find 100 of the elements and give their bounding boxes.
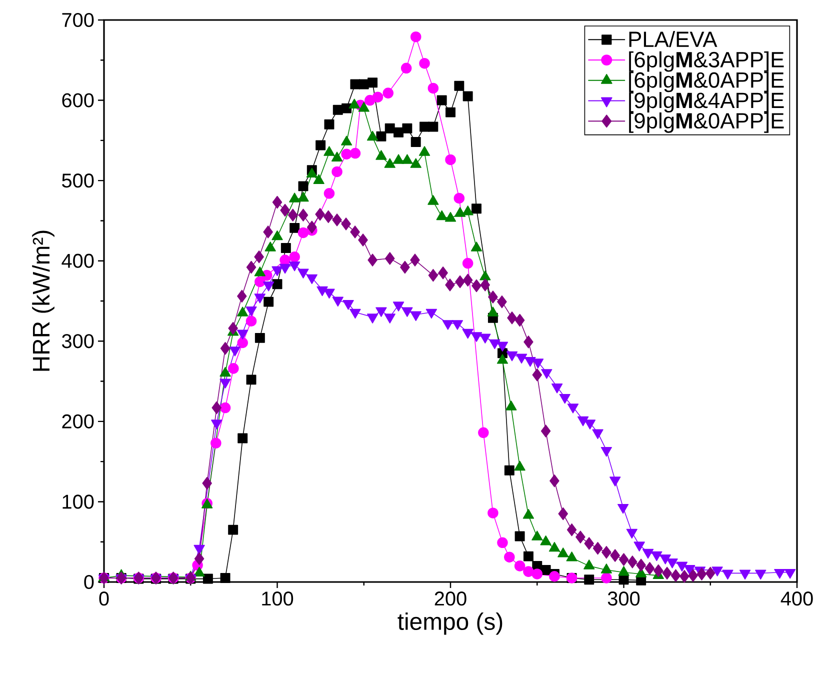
point	[228, 363, 239, 374]
y-tick-label: 200	[62, 414, 94, 428]
point	[462, 91, 473, 102]
point	[428, 195, 439, 205]
point	[254, 266, 266, 276]
point	[280, 243, 291, 253]
point	[549, 571, 560, 582]
point	[419, 58, 430, 69]
y-tick-label: 100	[62, 494, 94, 509]
point	[400, 62, 412, 74]
point	[454, 192, 465, 204]
point	[306, 168, 318, 178]
point	[298, 192, 309, 202]
point	[313, 174, 324, 184]
point	[272, 230, 283, 240]
y-tick-label: 400	[62, 254, 94, 268]
point	[584, 574, 594, 585]
point	[264, 296, 274, 307]
point	[514, 460, 526, 471]
point	[289, 251, 300, 262]
point	[532, 530, 543, 540]
point	[384, 123, 395, 134]
point	[488, 508, 498, 518]
x-tick-label: 400	[780, 592, 813, 606]
point	[402, 154, 413, 164]
point	[340, 136, 352, 146]
point	[264, 242, 276, 252]
point	[548, 542, 560, 552]
point	[394, 127, 404, 138]
point	[350, 148, 361, 159]
point	[410, 31, 422, 42]
point	[290, 222, 300, 233]
point	[506, 400, 517, 410]
point	[428, 82, 439, 94]
point	[342, 103, 352, 114]
point	[220, 366, 231, 377]
y-tick-label: 0	[84, 574, 94, 590]
point	[497, 537, 508, 548]
point	[514, 560, 526, 572]
point	[348, 98, 360, 108]
point	[368, 78, 378, 88]
point	[584, 560, 595, 570]
point	[298, 181, 308, 192]
legend-label: [9plgM&0APP]E	[629, 112, 784, 133]
point	[514, 531, 525, 542]
point	[298, 227, 309, 238]
point	[446, 107, 456, 118]
point	[238, 433, 248, 444]
point	[280, 254, 290, 266]
y-tick-label: 600	[62, 93, 94, 108]
y-axis-title: HRR (kW/m²)	[32, 230, 54, 371]
point	[522, 508, 534, 519]
point	[436, 95, 447, 106]
point	[210, 438, 222, 448]
point	[324, 119, 334, 130]
point	[487, 306, 499, 316]
point	[618, 566, 630, 576]
point	[366, 130, 378, 141]
point	[540, 535, 552, 546]
point	[358, 102, 370, 112]
point	[392, 154, 404, 164]
point	[289, 192, 300, 202]
point	[601, 572, 612, 584]
point	[316, 140, 326, 150]
point	[428, 122, 438, 132]
point	[496, 354, 508, 364]
point	[254, 276, 266, 288]
point	[237, 306, 248, 316]
point	[480, 270, 491, 280]
point	[376, 150, 387, 160]
point	[504, 552, 515, 562]
legend-label: [6plgM&3APP]E	[629, 51, 784, 72]
legend-label: [6plgM&0APP]E	[629, 72, 784, 92]
point	[324, 188, 335, 199]
point	[454, 207, 466, 217]
point	[350, 79, 360, 90]
point	[382, 88, 394, 98]
point	[220, 402, 231, 414]
x-tick-label: 300	[608, 592, 640, 606]
point	[418, 146, 430, 156]
point	[324, 146, 335, 156]
point	[504, 465, 514, 476]
point	[566, 552, 578, 562]
point	[384, 158, 396, 168]
point	[523, 566, 534, 577]
point	[228, 524, 238, 535]
point	[600, 564, 612, 574]
point	[220, 573, 230, 583]
point	[372, 92, 384, 102]
point	[523, 551, 534, 562]
x-tick-label: 100	[262, 592, 294, 606]
point	[194, 566, 205, 577]
point	[410, 158, 422, 168]
point	[332, 166, 342, 178]
x-axis-title: tiempo (s)	[398, 612, 502, 635]
x-tick-label: 200	[434, 592, 466, 606]
legend-label: [9plgM&4APP]E	[629, 92, 784, 113]
point	[331, 152, 343, 162]
point	[202, 574, 213, 584]
point	[341, 148, 352, 160]
